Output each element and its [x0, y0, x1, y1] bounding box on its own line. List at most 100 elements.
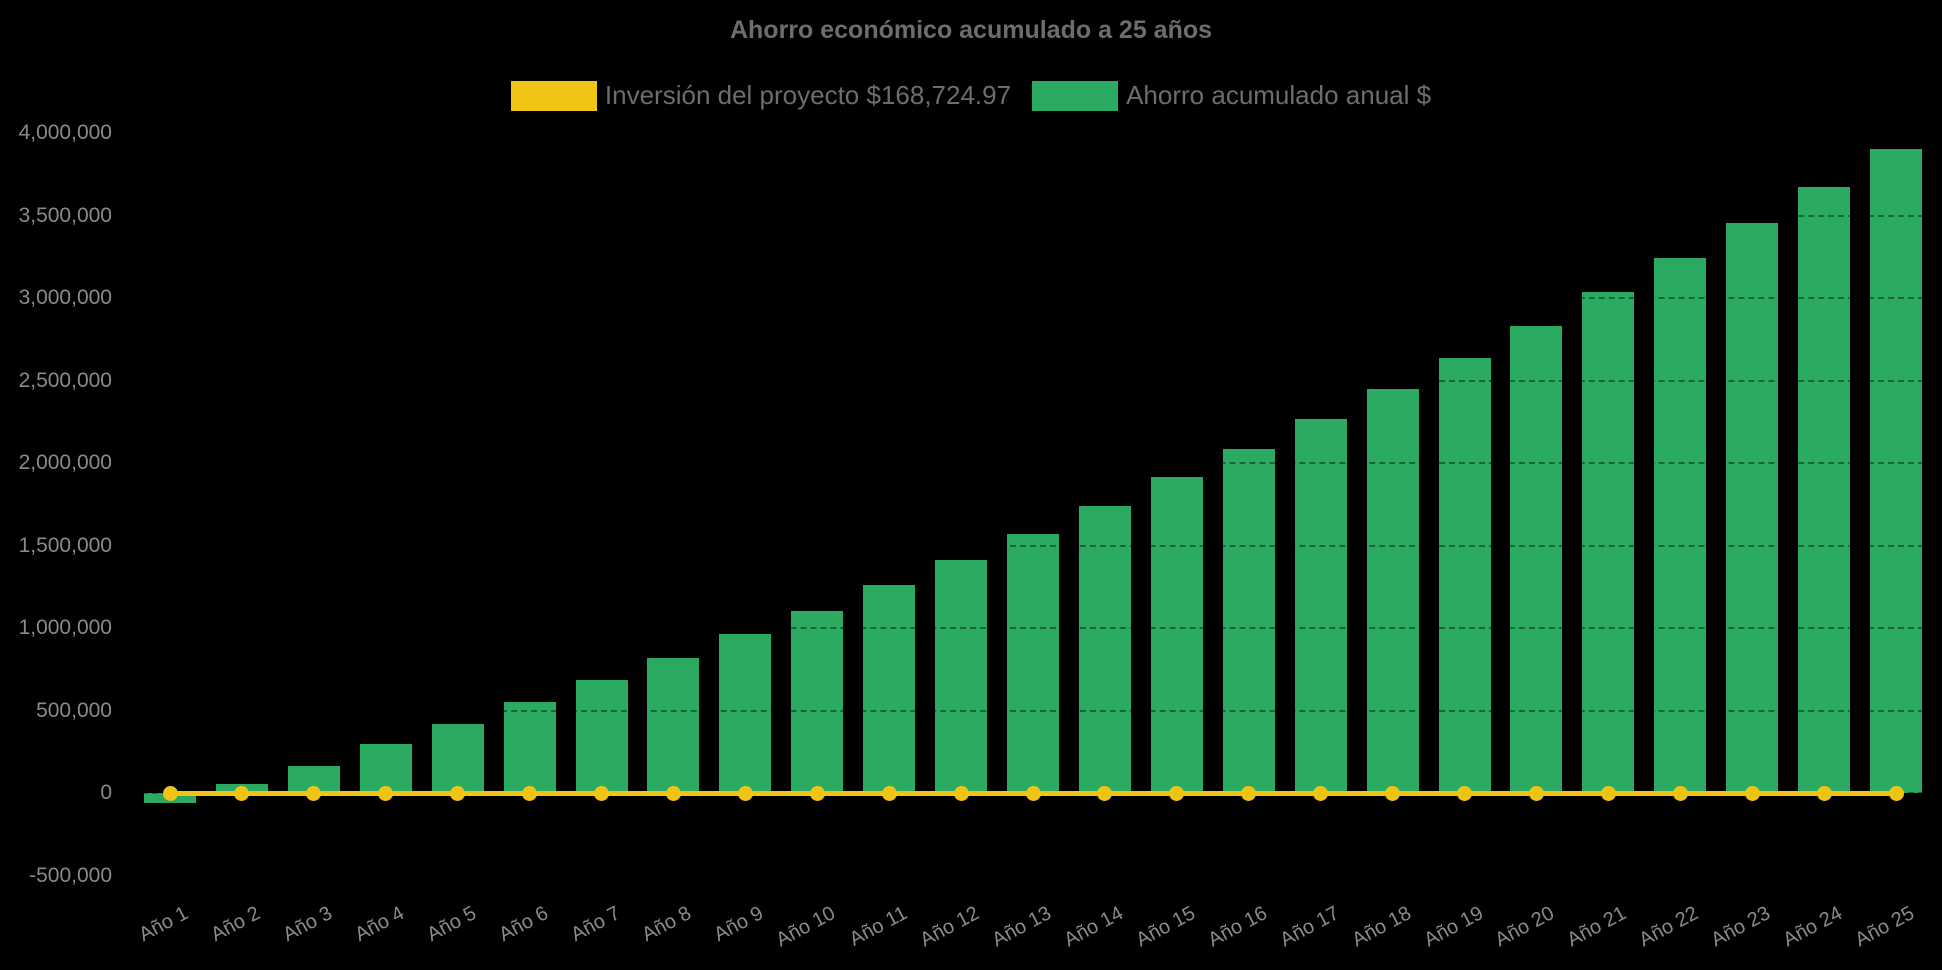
y-tick-label: 3,500,000	[18, 203, 112, 227]
x-tick-label: Año 21	[1563, 902, 1631, 952]
bar-año-6[interactable]	[503, 701, 556, 793]
x-tick-label: Año 20	[1491, 902, 1559, 952]
gridline	[122, 874, 1934, 877]
investment-point[interactable]	[1888, 785, 1904, 801]
x-tick-label: Año 24	[1779, 902, 1846, 952]
x-tick-label: Año 17	[1276, 902, 1343, 952]
bar-año-11[interactable]	[863, 584, 916, 793]
y-tick-label: 1,500,000	[18, 533, 112, 557]
x-tick-label: Año 15	[1132, 902, 1199, 952]
x-tick-label: Año 19	[1420, 902, 1487, 952]
bar-año-24[interactable]	[1798, 187, 1851, 793]
x-tick-label: Año 22	[1635, 902, 1703, 952]
y-tick-label: -500,000	[29, 863, 112, 887]
investment-point[interactable]	[665, 785, 681, 801]
bar-año-25[interactable]	[1870, 149, 1922, 793]
investment-point[interactable]	[1385, 785, 1401, 801]
bar-año-20[interactable]	[1510, 326, 1563, 793]
investment-point[interactable]	[809, 785, 825, 801]
y-tick-label: 1,000,000	[18, 616, 112, 639]
y-tick-label: 3,000,000	[18, 286, 112, 309]
bar-año-13[interactable]	[1007, 533, 1059, 793]
investment-point[interactable]	[953, 785, 969, 801]
bar-año-21[interactable]	[1582, 292, 1635, 793]
x-tick-label: Año 3	[279, 902, 336, 947]
chart-legend: Inversión del proyecto $168,724.97 Ahorr…	[0, 80, 1942, 111]
gridline	[122, 544, 1934, 547]
gridline	[122, 214, 1934, 217]
bar-año-16[interactable]	[1222, 449, 1275, 793]
legend-swatch-savings	[1032, 80, 1119, 111]
gridline	[122, 132, 1934, 134]
x-tick-label: Año 1	[135, 902, 192, 947]
investment-point[interactable]	[594, 785, 609, 801]
investment-point[interactable]	[1025, 785, 1041, 801]
bar-año-10[interactable]	[791, 611, 844, 793]
investment-point[interactable]	[162, 785, 178, 801]
investment-point[interactable]	[1672, 785, 1688, 801]
bar-año-18[interactable]	[1366, 389, 1419, 793]
x-tick-label: Año 9	[710, 902, 768, 947]
investment-point[interactable]	[1600, 785, 1616, 801]
legend-label-savings: Ahorro acumulado anual $	[1126, 80, 1432, 110]
investment-point[interactable]	[737, 785, 753, 801]
bar-año-17[interactable]	[1294, 419, 1347, 793]
x-tick-label: Año 5	[423, 902, 480, 947]
gridline	[122, 297, 1934, 299]
x-tick-label: Año 10	[772, 902, 840, 952]
x-tick-label: Año 23	[1707, 902, 1775, 952]
y-tick-label: 2,000,000	[18, 451, 112, 474]
investment-point[interactable]	[450, 785, 466, 801]
investment-point[interactable]	[234, 785, 250, 801]
investment-point[interactable]	[1097, 785, 1113, 801]
gridline	[122, 379, 1934, 382]
investment-point[interactable]	[1744, 785, 1760, 801]
bar-año-8[interactable]	[647, 657, 700, 793]
x-tick-label: Año 13	[988, 902, 1055, 952]
investment-point[interactable]	[1169, 785, 1185, 801]
bar-año-5[interactable]	[431, 723, 484, 793]
y-tick-label: 4,000,000	[18, 121, 112, 144]
bar-año-4[interactable]	[359, 743, 412, 793]
x-tick-label: Año 11	[846, 902, 912, 951]
x-tick-label: Año 6	[494, 902, 552, 947]
bar-año-12[interactable]	[935, 559, 988, 793]
investment-point[interactable]	[1457, 785, 1472, 801]
investment-point[interactable]	[881, 785, 897, 801]
bar-año-9[interactable]	[719, 633, 772, 793]
legend-item-investment[interactable]: Inversión del proyecto $168,724.97	[510, 80, 1012, 111]
bar-año-7[interactable]	[575, 679, 628, 793]
x-tick-label: Año 8	[638, 902, 696, 947]
x-tick-label: Año 25	[1851, 902, 1918, 952]
investment-point[interactable]	[306, 785, 322, 801]
x-tick-label: Año 14	[1060, 902, 1127, 952]
legend-item-savings[interactable]: Ahorro acumulado anual $	[1032, 80, 1431, 111]
y-tick-label: 0	[100, 781, 112, 804]
x-tick-label: Año 4	[351, 902, 408, 947]
investment-point[interactable]	[1816, 785, 1832, 801]
gridline	[122, 709, 1934, 712]
bar-año-14[interactable]	[1078, 505, 1131, 793]
gridline	[122, 627, 1934, 629]
y-tick-label: 2,500,000	[18, 368, 112, 392]
x-tick-label: Año 12	[916, 902, 983, 952]
investment-point[interactable]	[522, 785, 538, 801]
bar-año-22[interactable]	[1654, 258, 1707, 793]
y-tick-label: 500,000	[36, 698, 112, 722]
legend-swatch-investment	[510, 80, 597, 111]
gridline	[122, 462, 1934, 464]
investment-point[interactable]	[1528, 785, 1544, 801]
chart-title: Ahorro económico acumulado a 25 años	[729, 16, 1213, 44]
investment-point[interactable]	[1313, 785, 1329, 801]
bar-año-19[interactable]	[1438, 358, 1491, 793]
bar-año-23[interactable]	[1726, 223, 1779, 793]
x-tick-label: Año 18	[1348, 902, 1415, 952]
legend-label-investment: Inversión del proyecto $168,724.97	[604, 80, 1012, 110]
bar-año-15[interactable]	[1150, 477, 1203, 793]
investment-point[interactable]	[1241, 785, 1257, 801]
investment-point[interactable]	[378, 785, 394, 801]
x-tick-label: Año 7	[566, 902, 624, 947]
x-tick-label: Año 2	[207, 902, 264, 947]
